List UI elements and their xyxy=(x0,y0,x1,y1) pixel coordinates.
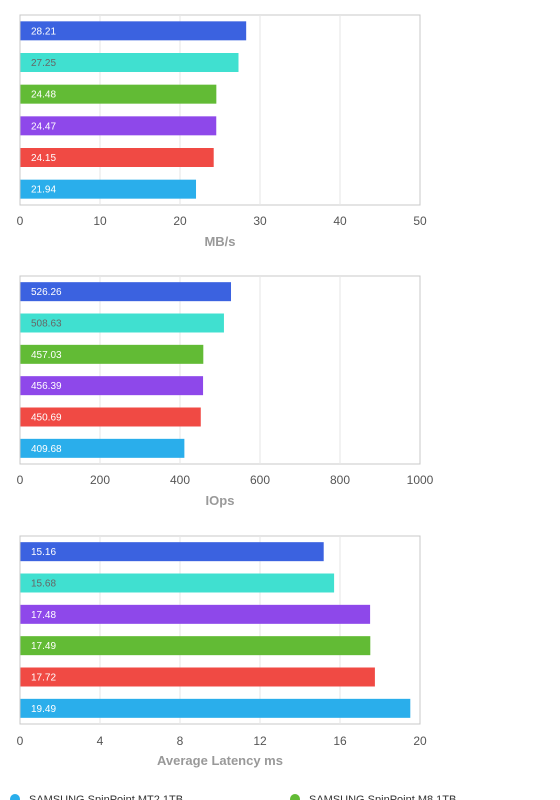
x-tick-label: 800 xyxy=(330,473,350,487)
bar xyxy=(20,636,371,656)
bar xyxy=(20,313,224,333)
x-axis-title: Average Latency ms xyxy=(157,753,283,768)
chart-1: 0 10 20 30 40 50 MB/s 28.21 27.25 24.48 24.47 24.15… xyxy=(17,14,427,249)
chart-3: 0 4 8 12 16 20 Average Latency ms 15.16 15.68 17.… xyxy=(17,535,427,768)
legend-label: SAMSUNG SpinPoint MT2 1TB xyxy=(29,794,183,800)
bar-value-label: 17.49 xyxy=(31,641,56,652)
bar xyxy=(20,698,411,718)
bar-value-label: 24.47 xyxy=(31,121,56,132)
x-tick-label: 30 xyxy=(253,214,267,228)
x-tick-label: 0 xyxy=(17,734,24,748)
bar-value-label: 27.25 xyxy=(31,58,56,69)
x-tick-label: 0 xyxy=(17,473,24,487)
x-tick-label: 0 xyxy=(17,214,24,228)
bar-value-label: 457.03 xyxy=(31,350,62,361)
legend-marker xyxy=(10,794,20,800)
bar-value-label: 508.63 xyxy=(31,319,62,330)
x-tick-label: 20 xyxy=(413,734,427,748)
bar-value-label: 15.16 xyxy=(31,547,56,558)
bar-value-label: 21.94 xyxy=(31,185,56,196)
bar xyxy=(20,53,239,72)
bar xyxy=(20,542,324,562)
x-tick-label: 8 xyxy=(177,734,184,748)
bar-value-label: 28.21 xyxy=(31,26,56,37)
bar xyxy=(20,21,247,41)
x-tick-label: 10 xyxy=(93,214,107,228)
x-tick-label: 600 xyxy=(250,473,270,487)
x-tick-label: 16 xyxy=(333,734,347,748)
bar xyxy=(20,282,232,302)
bar-value-label: 17.48 xyxy=(31,610,56,621)
bar xyxy=(20,179,197,199)
x-tick-label: 12 xyxy=(253,734,267,748)
bar xyxy=(20,407,201,427)
bar xyxy=(20,438,185,458)
legend-label: SAMSUNG SpinPoint M8 1TB xyxy=(309,794,456,800)
legend-marker xyxy=(290,794,300,800)
bar-value-label: 17.72 xyxy=(31,673,56,684)
x-tick-label: 400 xyxy=(170,473,190,487)
x-tick-label: 4 xyxy=(97,734,104,748)
bar xyxy=(20,116,217,136)
bar-value-label: 526.26 xyxy=(31,287,62,298)
bar-value-label: 409.68 xyxy=(31,444,62,455)
bar-value-label: 456.39 xyxy=(31,381,62,392)
x-tick-label: 50 xyxy=(413,214,427,228)
x-tick-label: 200 xyxy=(90,473,110,487)
x-tick-label: 20 xyxy=(173,214,187,228)
x-tick-label: 40 xyxy=(333,214,347,228)
bar-value-label: 24.15 xyxy=(31,153,56,164)
plot-area xyxy=(19,14,421,206)
bar xyxy=(20,604,371,624)
chart-2: 0 200 400 600 800 1000 IOps 526.26 508.63 457.03 4… xyxy=(17,275,434,508)
bar xyxy=(20,573,335,593)
bar xyxy=(20,84,217,104)
x-axis-title: MB/s xyxy=(204,234,235,249)
bar-value-label: 450.69 xyxy=(31,413,62,424)
bar xyxy=(20,148,214,167)
legend: SAMSUNG SpinPoint MT2 1TB SAMSUNG SpinPoi… xyxy=(10,794,456,800)
bar xyxy=(20,667,375,687)
x-axis-title: IOps xyxy=(206,493,235,508)
plot-area xyxy=(19,535,421,725)
plot-area xyxy=(19,275,421,465)
bar xyxy=(20,376,204,396)
bar-value-label: 19.49 xyxy=(31,704,56,715)
bar xyxy=(20,344,204,364)
x-tick-label: 1000 xyxy=(407,473,434,487)
bar-value-label: 15.68 xyxy=(31,579,56,590)
bar-value-label: 24.48 xyxy=(31,90,56,101)
